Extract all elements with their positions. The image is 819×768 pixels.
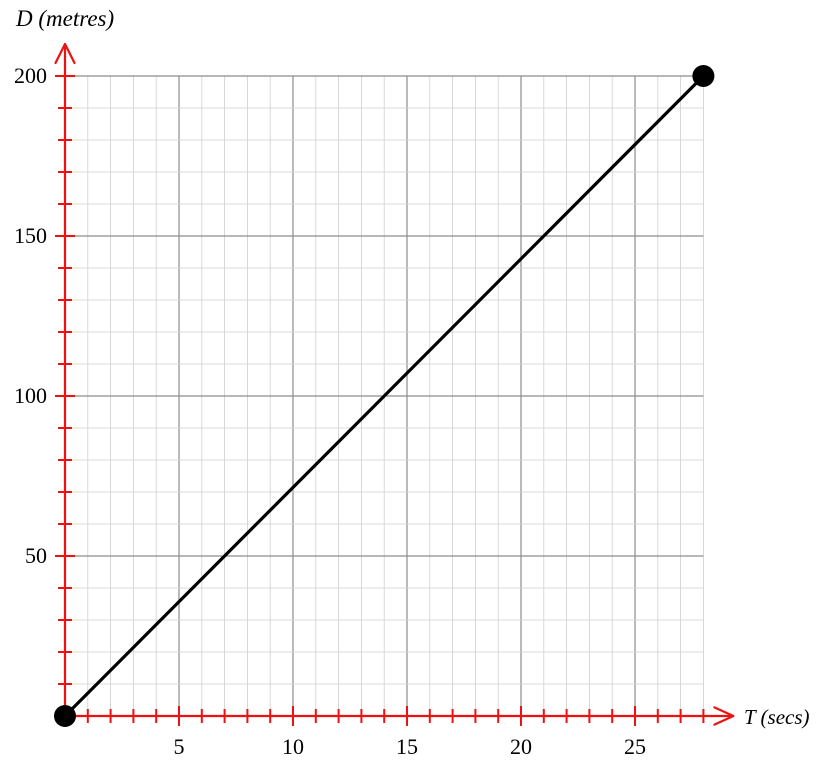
- svg-text:10: 10: [282, 734, 304, 759]
- svg-text:T (secs): T (secs): [744, 705, 810, 729]
- svg-text:25: 25: [624, 734, 646, 759]
- svg-text:15: 15: [396, 734, 418, 759]
- svg-text:D (metres): D (metres): [15, 6, 114, 31]
- svg-text:150: 150: [14, 223, 47, 248]
- svg-text:5: 5: [174, 734, 185, 759]
- svg-text:50: 50: [25, 543, 47, 568]
- svg-text:200: 200: [14, 63, 47, 88]
- svg-text:100: 100: [14, 383, 47, 408]
- svg-text:20: 20: [510, 734, 532, 759]
